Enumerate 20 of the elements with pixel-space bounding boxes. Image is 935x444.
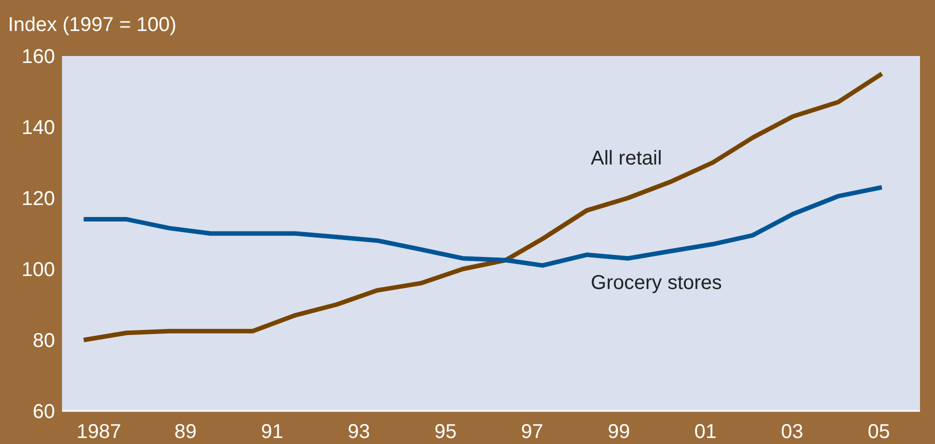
y-tick-label: 60 bbox=[32, 401, 55, 423]
x-tick-label: 01 bbox=[694, 421, 717, 443]
y-tick-label: 140 bbox=[22, 117, 55, 139]
x-tick-label: 95 bbox=[434, 421, 457, 443]
x-tick-label: 99 bbox=[608, 421, 630, 443]
x-tick-label: 05 bbox=[868, 421, 890, 443]
x-tick-label: 93 bbox=[348, 421, 370, 443]
series-label: All retail bbox=[590, 147, 662, 170]
line-series bbox=[81, 72, 884, 342]
y-tick-label: 80 bbox=[32, 330, 55, 352]
x-tick-label: 03 bbox=[781, 421, 804, 443]
y-tick-label: 160 bbox=[22, 46, 55, 68]
x-tick-label: 89 bbox=[174, 421, 197, 443]
x-tick-label: 91 bbox=[261, 421, 284, 443]
y-axis-title: Index (1997 = 100) bbox=[8, 14, 176, 36]
y-tick-label: 120 bbox=[22, 188, 55, 210]
series-label: Grocery stores bbox=[590, 272, 722, 294]
x-tick-label: 97 bbox=[521, 421, 544, 443]
y-tick-label: 100 bbox=[22, 259, 55, 281]
x-tick-label: 1987 bbox=[76, 421, 122, 443]
